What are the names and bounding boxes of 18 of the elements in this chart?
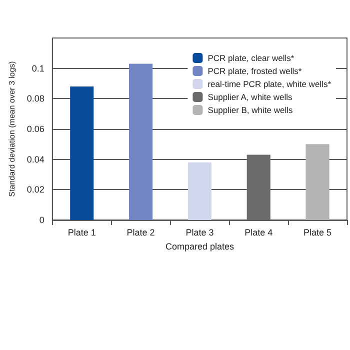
legend-label: PCR plate, frosted wells* bbox=[208, 66, 302, 76]
y-tick-label: 0.08 bbox=[26, 94, 44, 104]
legend-label: Supplier A, white wells bbox=[208, 92, 292, 102]
x-tick-label: Plate 5 bbox=[304, 228, 332, 238]
y-tick-label: 0.04 bbox=[26, 154, 44, 164]
y-tick-label: 0.02 bbox=[26, 184, 44, 195]
y-tick-label: 0.1 bbox=[32, 63, 44, 74]
y-axis-title: Standard deviation (mean over 3 logs) bbox=[8, 60, 16, 197]
x-tick-label: Plate 3 bbox=[186, 228, 214, 238]
legend-label: PCR plate, clear wells* bbox=[208, 53, 295, 63]
y-tick-label: 0 bbox=[39, 215, 44, 225]
x-tick-label: Plate 2 bbox=[126, 228, 155, 238]
legend-label: real-time PCR plate, white wells* bbox=[208, 79, 332, 89]
x-axis-title: Compared plates bbox=[165, 242, 234, 252]
x-tick-label: Plate 1 bbox=[68, 228, 96, 238]
x-tick-label: Plate 4 bbox=[244, 228, 273, 238]
legend-label: Supplier B, white wells bbox=[208, 105, 293, 115]
y-tick-label: 0.06 bbox=[26, 124, 44, 134]
